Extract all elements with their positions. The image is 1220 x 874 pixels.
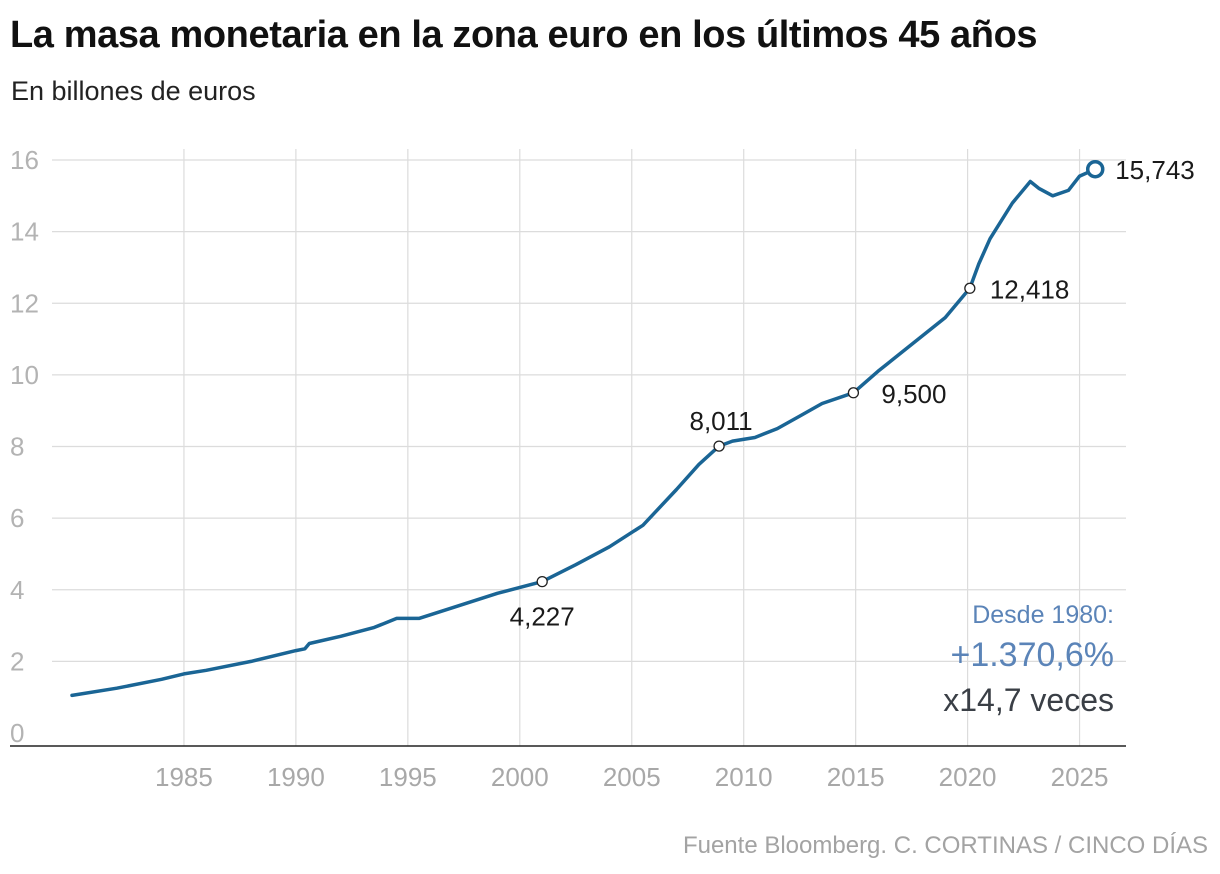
- summary-line-1: Desde 1980:: [972, 601, 1114, 629]
- x-tick-label: 1990: [267, 762, 325, 792]
- data-point-markers: [536, 159, 1105, 588]
- y-tick-label: 10: [10, 360, 39, 390]
- y-tick-label: 4: [10, 575, 24, 605]
- data-point-labels: 4,227 8,011 9,500 12,418 15,743: [510, 155, 1195, 631]
- summary-line-2: +1.370,6%: [950, 636, 1114, 674]
- summary-annotation: Desde 1980: +1.370,6% x14,7 veces: [943, 601, 1114, 718]
- data-point-marker: [536, 575, 548, 588]
- summary-line-3: x14,7 veces: [943, 682, 1114, 718]
- y-tick-label: 6: [10, 503, 24, 533]
- y-gridlines: [52, 159, 1126, 662]
- x-tick-label: 1995: [379, 762, 437, 792]
- x-gridlines: [183, 149, 1081, 746]
- data-point-marker: [713, 440, 725, 452]
- y-tick-label: 2: [10, 646, 24, 676]
- end-point-marker: [1085, 159, 1105, 179]
- source-credit: Fuente Bloomberg. C. CORTINAS / CINCO DÍ…: [682, 832, 1208, 859]
- y-tick-label: 16: [10, 145, 39, 175]
- chart-title: La masa monetaria en la zona euro en los…: [10, 14, 1038, 56]
- x-tick-label: 1985: [155, 762, 213, 792]
- y-axis-tick-labels: 0 2 4 6 8 10 12 14 16: [10, 145, 39, 748]
- x-tick-label: 2015: [827, 762, 885, 792]
- data-point-marker: [964, 282, 976, 294]
- data-point-label: 15,743: [1115, 155, 1195, 185]
- money-supply-line: [70, 167, 1097, 698]
- y-tick-label: 14: [10, 217, 39, 247]
- y-tick-label: 0: [10, 718, 24, 748]
- data-point-label: 12,418: [990, 274, 1070, 304]
- x-tick-label: 2025: [1051, 762, 1109, 792]
- data-point-label: 9,500: [881, 379, 946, 409]
- chart-subtitle: En billones de euros: [11, 76, 256, 106]
- y-tick-label: 12: [10, 288, 39, 318]
- data-point-marker: [847, 387, 860, 399]
- data-point-label: 8,011: [690, 406, 753, 436]
- y-tick-label: 8: [10, 432, 24, 462]
- x-axis-tick-labels: 1985 1990 1995 2000 2005 2010 2015 2020 2025: [155, 762, 1108, 792]
- x-tick-label: 2005: [603, 762, 661, 792]
- data-point-label: 4,227: [510, 602, 575, 632]
- x-tick-label: 2000: [491, 762, 549, 792]
- x-tick-label: 2020: [939, 762, 997, 792]
- x-tick-label: 2010: [715, 762, 773, 792]
